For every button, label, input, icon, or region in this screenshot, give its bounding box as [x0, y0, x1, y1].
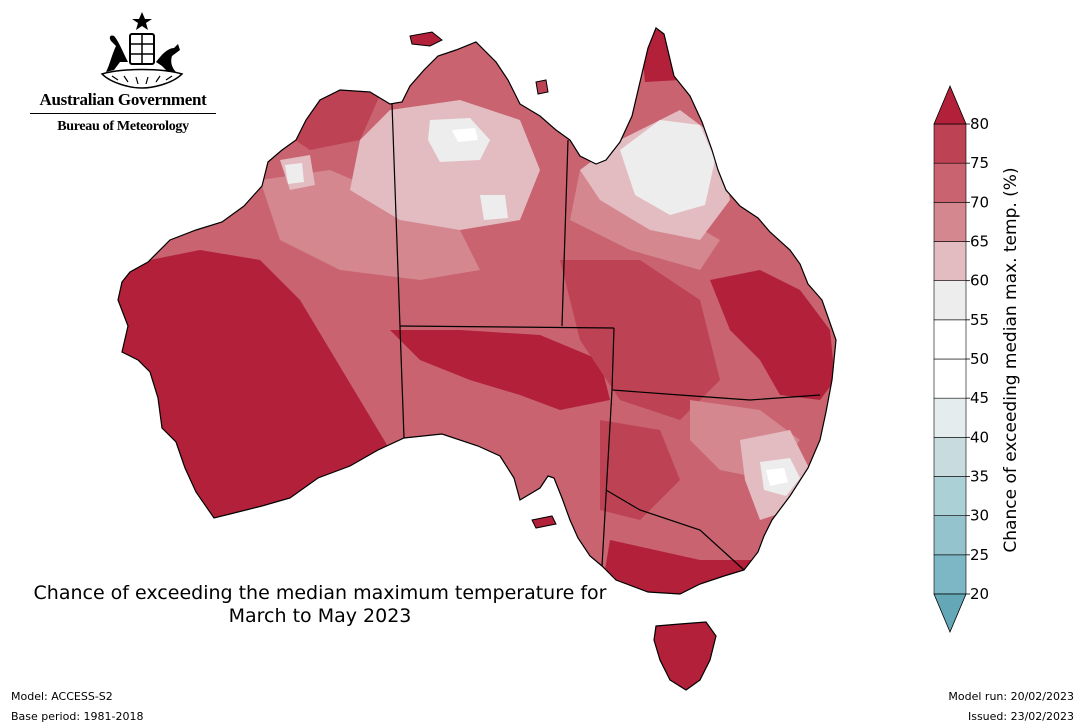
footer-model: Model: ACCESS-S2: [11, 690, 113, 703]
logo-divider: [30, 113, 216, 114]
footer-model-run: Model run: 20/02/2023: [948, 690, 1074, 703]
zone-central-above-80: [390, 330, 610, 410]
zone-qld-75-80: [560, 260, 720, 420]
tiwi-islands: [409, 31, 443, 47]
footer-base-period: Base period: 1981-2018: [11, 710, 144, 723]
map-title: Chance of exceeding the median maximum t…: [0, 582, 640, 628]
coat-of-arms-icon: [100, 12, 184, 89]
border-nt-sa: [399, 325, 615, 329]
zone-kimberley-55-60: [285, 163, 304, 184]
logo-bureau-text: Bureau of Meteorology: [57, 119, 189, 134]
zone-east-qld-above-80: [710, 270, 835, 400]
zone-sa-75-80: [600, 420, 680, 520]
bom-logo: Australian Government Bureau of Meteorol…: [22, 10, 222, 140]
zone-north-65-70: [260, 170, 480, 280]
footer-issued: Issued: 23/02/2023: [967, 710, 1074, 723]
border-sa-nsw-vic: [601, 389, 613, 567]
logo-government-text: Australian Government: [39, 90, 207, 109]
map-title-line2: March to May 2023: [228, 605, 412, 627]
border-qld-nsw: [611, 327, 821, 401]
map-title-line1: Chance of exceeding the median maximum t…: [33, 582, 607, 604]
border-wa: [391, 103, 405, 439]
zone-qld-55-60: [620, 120, 715, 215]
zone-nt-50-55: [452, 128, 478, 142]
border-nt-qld: [561, 139, 569, 327]
groote-eylandt: [535, 79, 549, 95]
zone-nt-south-55-60: [480, 195, 508, 220]
border-nsw-vic: [605, 489, 745, 571]
kangaroo-island: [531, 515, 557, 529]
tasmania: [653, 621, 717, 691]
probability-zones: [118, 30, 835, 594]
state-borders: [391, 103, 821, 571]
zone-nsw-50-55: [766, 468, 788, 486]
